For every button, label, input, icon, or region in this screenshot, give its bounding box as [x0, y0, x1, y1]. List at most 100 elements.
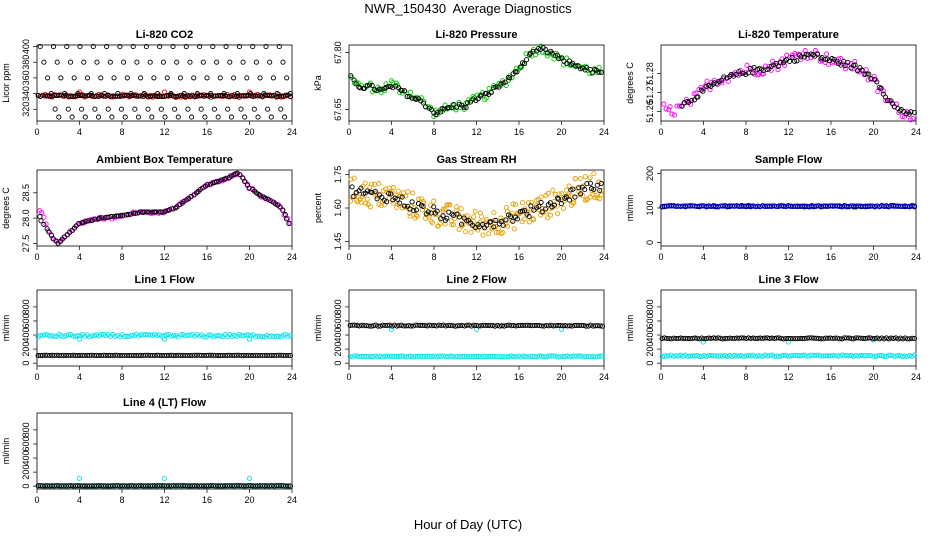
- data-point: [846, 353, 852, 359]
- data-point: [51, 352, 57, 358]
- data-point: [529, 353, 535, 359]
- data-point: [666, 107, 672, 113]
- data-point: [155, 91, 161, 97]
- data-point: [410, 354, 416, 360]
- data-point: [797, 335, 803, 341]
- data-point: [572, 194, 578, 200]
- data-point: [227, 93, 233, 100]
- x-tick-label: 24: [287, 372, 297, 382]
- data-point: [748, 335, 754, 342]
- data-point: [198, 106, 204, 112]
- data-point: [759, 66, 765, 72]
- data-point: [77, 352, 83, 358]
- data-point: [407, 89, 413, 95]
- data-point: [206, 332, 212, 338]
- data-point: [454, 204, 460, 210]
- data-point: [238, 106, 244, 112]
- data-point: [351, 77, 357, 83]
- data-point: [401, 203, 408, 209]
- data-point: [444, 215, 450, 221]
- data-point: [394, 353, 400, 359]
- data-point: [112, 352, 118, 358]
- data-point: [493, 230, 499, 236]
- data-point: [488, 90, 494, 96]
- x-tick-label: 24: [287, 495, 297, 505]
- data-point: [519, 200, 526, 206]
- data-point: [844, 203, 850, 209]
- x-tick-label: 8: [119, 372, 124, 382]
- data-point: [118, 213, 124, 219]
- data-point: [414, 213, 420, 219]
- data-point: [93, 352, 100, 358]
- data-point: [853, 203, 859, 209]
- data-point: [273, 352, 280, 359]
- data-point: [576, 185, 582, 191]
- x-tick-label: 20: [244, 495, 254, 505]
- data-point: [463, 105, 469, 111]
- data-point: [86, 352, 93, 359]
- data-point: [700, 88, 706, 94]
- data-point: [864, 71, 870, 77]
- data-point: [582, 174, 588, 180]
- data-point: [70, 483, 76, 489]
- data-point: [816, 352, 822, 358]
- data-point: [720, 336, 726, 342]
- data-point: [236, 352, 242, 358]
- data-point: [69, 114, 75, 120]
- data-point: [465, 100, 471, 106]
- data-point: [375, 354, 381, 360]
- data-point: [374, 196, 380, 202]
- data-point: [834, 203, 840, 209]
- data-point: [904, 203, 911, 210]
- data-point: [578, 191, 584, 197]
- data-point: [674, 103, 680, 109]
- data-point: [382, 353, 388, 359]
- data-point: [215, 332, 221, 338]
- y-tick-label: 51.28: [645, 62, 655, 85]
- data-point: [79, 106, 85, 112]
- data-point: [476, 224, 482, 230]
- data-point: [79, 352, 86, 358]
- data-point: [503, 82, 509, 89]
- x-tick-label: 20: [244, 252, 254, 262]
- data-point: [842, 63, 848, 69]
- data-point: [372, 87, 378, 93]
- y-tick-label: 28.0: [21, 209, 31, 227]
- data-point: [194, 352, 200, 358]
- data-point: [451, 216, 458, 222]
- data-point: [671, 112, 677, 118]
- data-point: [716, 78, 722, 84]
- data-point: [851, 336, 857, 342]
- data-point: [525, 354, 531, 360]
- data-point: [37, 332, 43, 338]
- data-point: [229, 483, 235, 489]
- data-point: [862, 353, 868, 359]
- data-point: [413, 96, 419, 103]
- data-point: [364, 83, 370, 89]
- data-point: [713, 203, 719, 209]
- data-point: [761, 71, 767, 77]
- data-point: [900, 336, 906, 342]
- data-point: [904, 336, 911, 342]
- data-point: [587, 175, 593, 181]
- data-point: [171, 352, 177, 358]
- data-point: [910, 115, 916, 122]
- data-point: [464, 322, 470, 328]
- data-point: [900, 203, 906, 209]
- data-point: [238, 93, 244, 99]
- data-point: [879, 353, 885, 359]
- x-tick-label: 4: [77, 372, 82, 382]
- data-point: [274, 91, 280, 97]
- data-point: [846, 335, 852, 341]
- data-point: [822, 56, 828, 62]
- x-tick-label: 16: [514, 372, 524, 382]
- data-point: [276, 483, 282, 489]
- data-point: [513, 323, 519, 329]
- data-point: [442, 221, 448, 227]
- x-tick-label: 20: [556, 372, 566, 382]
- data-point: [242, 114, 248, 120]
- data-point: [517, 64, 523, 70]
- data-point: [902, 335, 908, 341]
- x-tick-label: 12: [471, 127, 481, 137]
- data-point: [451, 222, 457, 228]
